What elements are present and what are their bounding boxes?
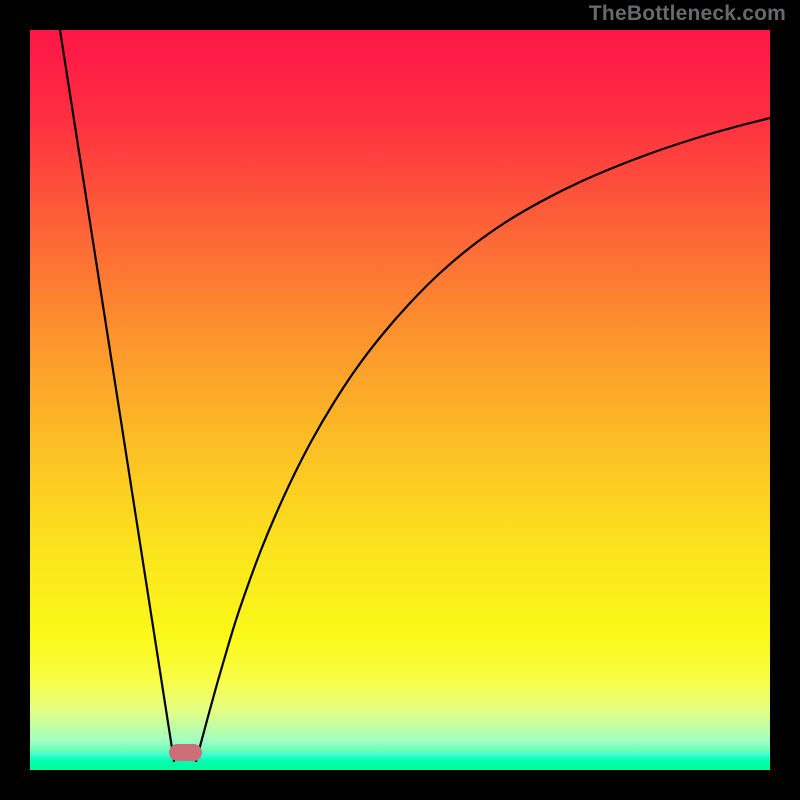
green-band xyxy=(30,752,770,770)
gradient-background xyxy=(30,30,770,770)
chart-container: TheBottleneck.com xyxy=(0,0,800,800)
plot-area xyxy=(30,30,770,770)
bottleneck-marker xyxy=(169,744,202,761)
watermark-text: TheBottleneck.com xyxy=(589,2,786,26)
